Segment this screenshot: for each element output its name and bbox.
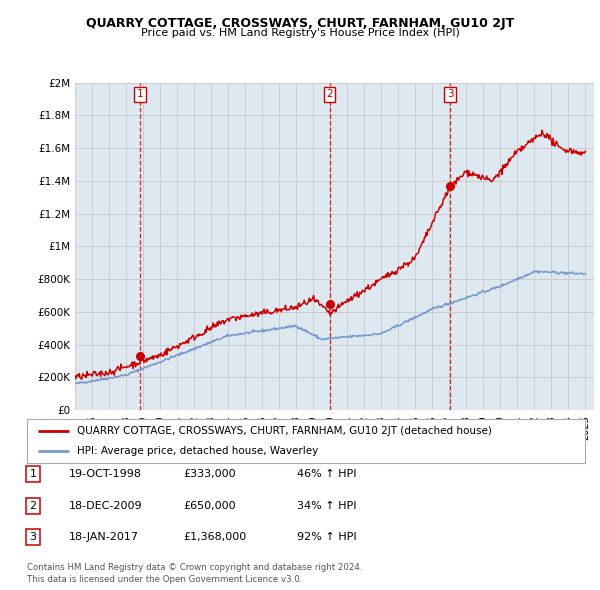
Text: 34% ↑ HPI: 34% ↑ HPI	[297, 501, 356, 510]
Text: HPI: Average price, detached house, Waverley: HPI: Average price, detached house, Wave…	[77, 446, 319, 456]
Text: £333,000: £333,000	[183, 470, 236, 479]
Text: £650,000: £650,000	[183, 501, 236, 510]
Text: QUARRY COTTAGE, CROSSWAYS, CHURT, FARNHAM, GU10 2JT (detached house): QUARRY COTTAGE, CROSSWAYS, CHURT, FARNHA…	[77, 426, 492, 436]
Text: 46% ↑ HPI: 46% ↑ HPI	[297, 470, 356, 479]
Text: This data is licensed under the Open Government Licence v3.0.: This data is licensed under the Open Gov…	[27, 575, 302, 584]
Text: 2: 2	[29, 501, 37, 510]
Text: 18-JAN-2017: 18-JAN-2017	[69, 532, 139, 542]
Text: 3: 3	[447, 89, 454, 99]
Text: 2: 2	[326, 89, 333, 99]
Text: 19-OCT-1998: 19-OCT-1998	[69, 470, 142, 479]
Text: 92% ↑ HPI: 92% ↑ HPI	[297, 532, 356, 542]
Text: 1: 1	[136, 89, 143, 99]
Text: 1: 1	[29, 470, 37, 479]
Text: Price paid vs. HM Land Registry's House Price Index (HPI): Price paid vs. HM Land Registry's House …	[140, 28, 460, 38]
Text: £1,368,000: £1,368,000	[183, 532, 246, 542]
Text: QUARRY COTTAGE, CROSSWAYS, CHURT, FARNHAM, GU10 2JT: QUARRY COTTAGE, CROSSWAYS, CHURT, FARNHA…	[86, 17, 514, 30]
Text: Contains HM Land Registry data © Crown copyright and database right 2024.: Contains HM Land Registry data © Crown c…	[27, 563, 362, 572]
Text: 18-DEC-2009: 18-DEC-2009	[69, 501, 143, 510]
Text: 3: 3	[29, 532, 37, 542]
